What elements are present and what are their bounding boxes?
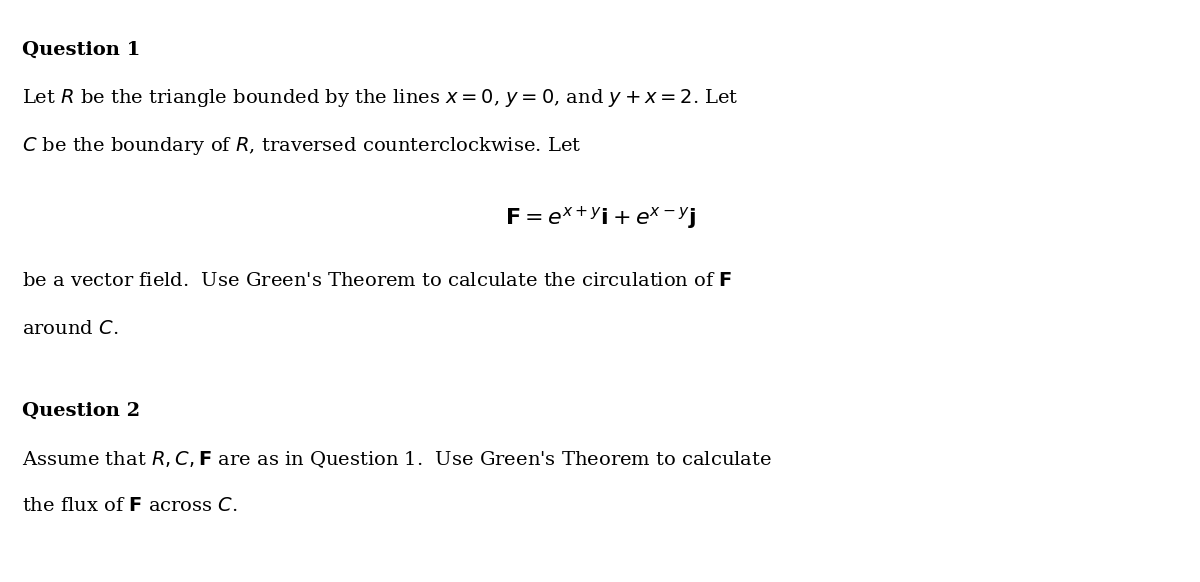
Text: $C$ be the boundary of $R$, traversed counterclockwise. Let: $C$ be the boundary of $R$, traversed co… xyxy=(22,135,581,157)
Text: Question 1: Question 1 xyxy=(22,41,140,59)
Text: around $C$.: around $C$. xyxy=(22,320,118,338)
Text: Let $R$ be the triangle bounded by the lines $x = 0$, $y = 0$, and $y + x = 2$. : Let $R$ be the triangle bounded by the l… xyxy=(22,87,738,109)
Text: be a vector field.  Use Green's Theorem to calculate the circulation of $\mathbf: be a vector field. Use Green's Theorem t… xyxy=(22,272,732,290)
Text: $\mathbf{F} = e^{x+y}\mathbf{i} + e^{x-y}\mathbf{j}$: $\mathbf{F} = e^{x+y}\mathbf{i} + e^{x-y… xyxy=(504,205,696,232)
Text: Question 2: Question 2 xyxy=(22,402,139,420)
Text: Assume that $R, C, \mathbf{F}$ are as in Question 1.  Use Green's Theorem to cal: Assume that $R, C, \mathbf{F}$ are as in… xyxy=(22,449,772,470)
Text: the flux of $\mathbf{F}$ across $C$.: the flux of $\mathbf{F}$ across $C$. xyxy=(22,497,238,515)
